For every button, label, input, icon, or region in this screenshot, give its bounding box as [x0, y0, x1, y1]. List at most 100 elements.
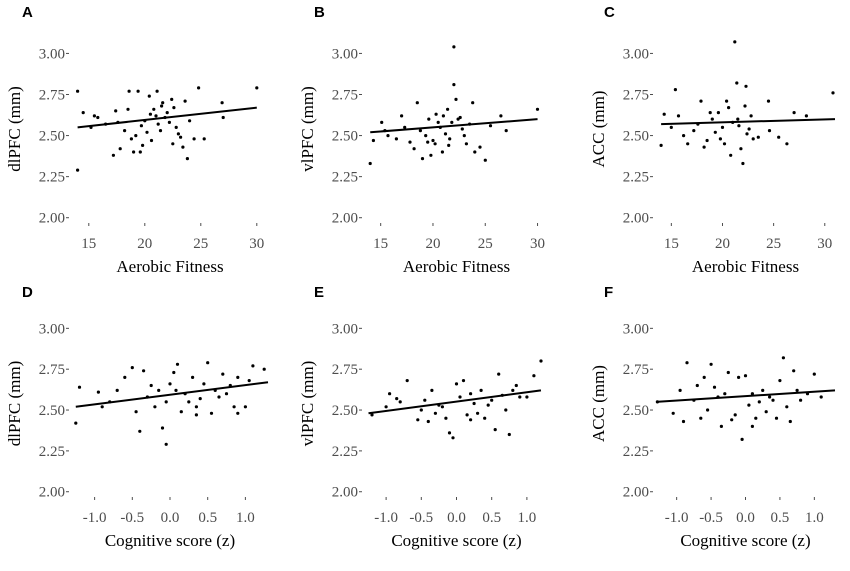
- panel-e-point: [472, 401, 476, 406]
- panel-b-point: [408, 140, 412, 144]
- panel-e-point: [395, 397, 399, 401]
- panel-b-point: [504, 129, 508, 133]
- panel-a-point: [255, 86, 259, 90]
- panel-a-point: [76, 89, 80, 93]
- panel-c-point: [741, 161, 745, 166]
- panel-a-xtick-label: 30: [249, 236, 264, 252]
- panel-c-point: [727, 106, 731, 110]
- panel-a-xlabel: Aerobic Fitness: [116, 257, 223, 276]
- panel-c-point: [745, 132, 749, 136]
- panel-b-fit-line: [370, 118, 538, 134]
- panel-b-point: [488, 124, 493, 128]
- panel-f-ytick-label: 2.25: [623, 444, 649, 460]
- panel-a-ytick-label: 2.75: [39, 88, 65, 104]
- panel-c-point: [682, 134, 686, 138]
- panel-f-xlabel: Cognitive score (z): [680, 531, 810, 550]
- panel-b-xtick-label: 20: [425, 236, 440, 252]
- panel-a-point: [165, 111, 169, 115]
- panel-b-ytick-label: 2.25: [332, 170, 358, 186]
- panel-f-point: [795, 388, 799, 392]
- panel-d-point: [96, 390, 100, 394]
- panel-e-xtick-label: 0.5: [482, 510, 501, 526]
- panel-c-point: [722, 142, 727, 146]
- panel-e-point: [518, 395, 522, 399]
- panel-f-xtick-label: 0.5: [771, 510, 790, 526]
- panel-c-ytick-label: 2.50: [623, 129, 649, 145]
- panel-e: E 2.00 2.25 2.50 2.75 3.00 -1.0 -0.5 0.0 0.5 1.0 Co…: [298, 284, 543, 550]
- panel-c-point: [747, 127, 751, 131]
- panel-d-point: [149, 383, 153, 388]
- panel-a-point: [221, 115, 225, 120]
- panel-f-point: [678, 388, 682, 392]
- panel-c-point: [739, 147, 743, 151]
- panel-d-fit-line: [75, 381, 269, 408]
- panel-f-point: [695, 383, 699, 388]
- panel-d-point: [179, 410, 183, 414]
- panel-a-point: [96, 115, 100, 120]
- panel-c-point: [733, 40, 737, 44]
- panel-e-point: [388, 392, 392, 396]
- panel-c-point: [702, 145, 706, 149]
- panel-d-point: [100, 405, 104, 409]
- panel-f-point: [723, 392, 727, 396]
- panel-f-point: [706, 408, 710, 412]
- panel-a-point: [154, 114, 158, 118]
- panel-a-ylabel: dlPFC (mm): [5, 86, 24, 172]
- panel-a-point: [136, 89, 140, 93]
- panel-a-point: [114, 109, 118, 113]
- panel-b-point: [380, 120, 384, 124]
- panel-d-xtick-label: 0.5: [198, 510, 217, 526]
- panel-e-ylabel: vlPFC (mm): [298, 361, 317, 447]
- panel-d-point: [130, 366, 134, 370]
- panel-a-point: [127, 89, 131, 93]
- panel-f-point: [740, 437, 744, 441]
- panel-f-point: [719, 424, 724, 428]
- panel-b-point: [441, 114, 445, 118]
- panel-c-point: [735, 81, 739, 85]
- panel-a-point: [220, 101, 224, 105]
- panel-d-point: [164, 442, 168, 446]
- panel-e-ytick-label: 3.00: [332, 321, 358, 337]
- panel-b-point: [420, 157, 425, 161]
- panel-c-point: [831, 91, 835, 95]
- panel-f-ylabel: ACC (mm): [589, 365, 608, 442]
- panel-f-point: [768, 395, 772, 399]
- panel-e-point: [469, 418, 473, 422]
- panel-e-point: [504, 408, 508, 412]
- panel-d-point: [198, 397, 202, 401]
- panel-f-ytick-label: 2.00: [623, 485, 649, 501]
- panel-f-point: [781, 356, 786, 360]
- panel-a-ytick-label: 2.00: [39, 211, 65, 227]
- panel-b-point: [462, 134, 466, 138]
- panel-e-point: [490, 398, 494, 402]
- panel-e-point: [497, 372, 501, 376]
- panel-d-point: [175, 362, 180, 366]
- panel-d-point: [217, 395, 221, 399]
- panel-c-point: [766, 99, 771, 103]
- panel-e-point: [444, 416, 448, 420]
- panel-c-point: [720, 125, 725, 129]
- panel-b-point: [473, 150, 477, 154]
- panel-a-ytick-label: 2.50: [39, 129, 65, 145]
- panel-b-point: [368, 161, 372, 166]
- panel-b-point: [447, 143, 451, 147]
- panel-e-point: [426, 419, 430, 424]
- panel-d-xtick-label: 0.0: [161, 510, 180, 526]
- panel-f-xtick-label: 1.0: [805, 510, 824, 526]
- panel-e-point: [461, 379, 466, 383]
- panel-c-point: [792, 111, 796, 115]
- panel-f-point: [733, 413, 737, 417]
- panel-a-ytick-label: 3.00: [39, 46, 65, 62]
- panel-c-point: [708, 111, 712, 115]
- panel-e-letter: E: [314, 284, 324, 301]
- panel-d-point: [168, 382, 172, 386]
- panel-e-point: [511, 388, 515, 392]
- panel-f-point: [671, 411, 675, 415]
- panel-a-point: [141, 143, 145, 147]
- panel-b-ytick-label: 2.50: [332, 129, 358, 145]
- panel-c-point: [669, 125, 673, 129]
- panel-a-point: [111, 153, 115, 157]
- panel-c-point: [686, 142, 690, 146]
- panel-a-ytick-label: 2.25: [39, 170, 65, 186]
